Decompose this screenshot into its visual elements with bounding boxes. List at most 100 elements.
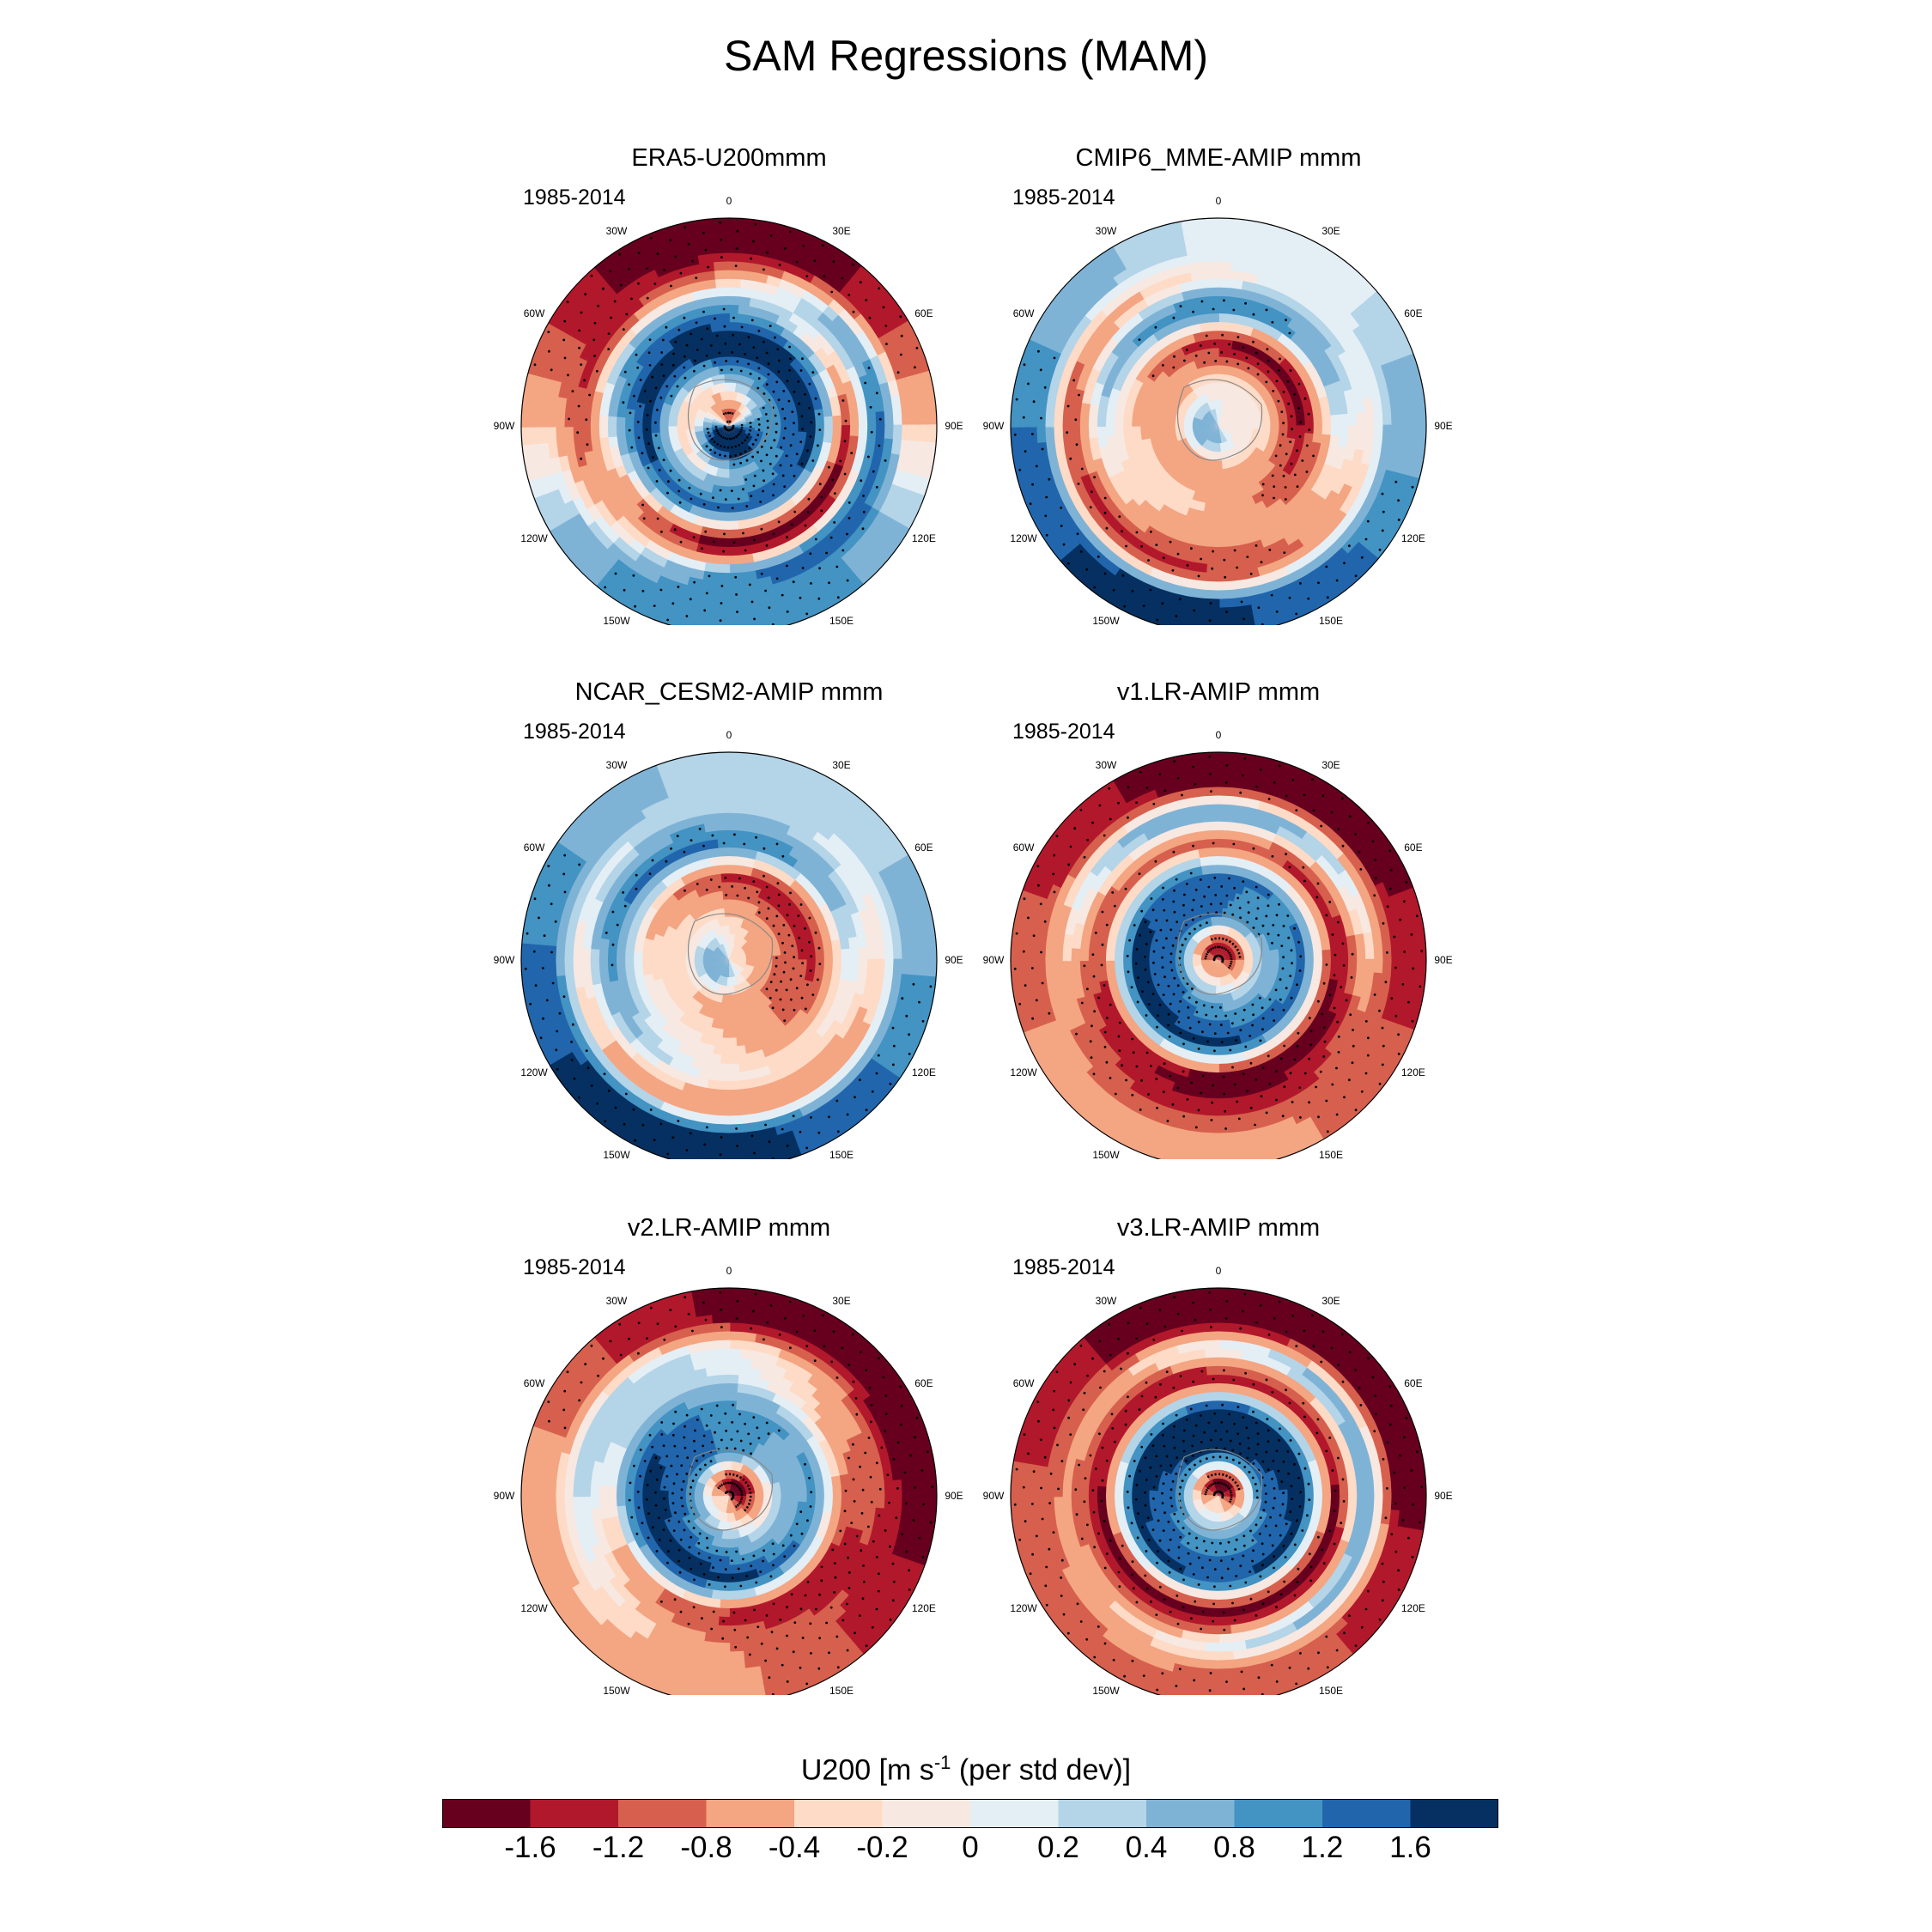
- field-cell: [1181, 550, 1197, 563]
- field-cell: [1192, 378, 1201, 389]
- field-cell: [722, 968, 727, 978]
- field-cell: [703, 964, 714, 969]
- field-cell: [729, 960, 732, 969]
- field-cell: [705, 295, 720, 307]
- field-cell: [1381, 361, 1395, 383]
- stipple-dot: [585, 418, 588, 422]
- field-cell: [1229, 405, 1237, 414]
- field-cell: [689, 404, 700, 412]
- field-cell: [714, 572, 731, 583]
- field-cell: [750, 438, 760, 447]
- field-cell: [695, 432, 705, 439]
- field-cell: [724, 469, 730, 479]
- stipple-dot: [808, 406, 811, 410]
- stipple-dot: [689, 598, 692, 601]
- field-cell: [716, 984, 723, 994]
- field-cell: [750, 984, 761, 994]
- field-cell: [1224, 432, 1231, 440]
- field-cell: [732, 399, 737, 410]
- field-cell: [1218, 423, 1228, 426]
- field-cell: [1206, 432, 1214, 441]
- field-cell: [1197, 474, 1206, 485]
- stipple-dot: [764, 413, 768, 416]
- field-cell: [707, 304, 720, 316]
- field-cell: [1236, 306, 1251, 318]
- field-cell: [1200, 448, 1208, 459]
- field-cell: [1044, 424, 1055, 443]
- field-cell: [708, 407, 717, 416]
- field-cell: [1239, 405, 1249, 414]
- field-cell: [538, 424, 549, 444]
- stipple-dot: [762, 392, 766, 395]
- field-cell: [752, 410, 762, 417]
- field-cell: [854, 362, 869, 380]
- field-cell: [1356, 463, 1370, 481]
- field-cell: [1207, 365, 1215, 375]
- field-cell: [1184, 413, 1194, 420]
- field-cell: [1248, 375, 1259, 386]
- field-cell: [737, 313, 750, 324]
- field-cell: [1200, 419, 1211, 424]
- stipple-dot: [665, 385, 669, 388]
- field-cell: [1405, 353, 1420, 376]
- field-cell: [1235, 387, 1244, 398]
- stipple-dot: [720, 368, 723, 372]
- field-cell: [742, 969, 751, 977]
- field-cell: [878, 351, 893, 371]
- field-cell: [1242, 447, 1253, 458]
- field-cell: [1294, 582, 1315, 600]
- field-cell: [706, 465, 715, 476]
- field-cell: [628, 590, 650, 608]
- stipple-dot: [767, 373, 770, 376]
- field-cell: [1189, 403, 1199, 411]
- field-cell: [1248, 404, 1259, 412]
- field-cell: [753, 993, 763, 1004]
- field-cell: [742, 409, 751, 416]
- field-cell: [1220, 408, 1225, 418]
- stipple-dot: [1305, 471, 1309, 473]
- field-cell: [661, 897, 675, 911]
- field-cell: [749, 894, 759, 906]
- stipple-dot: [737, 497, 740, 501]
- stipple-dot: [777, 370, 781, 374]
- field-cell: [549, 343, 565, 365]
- stipple-dot: [1282, 474, 1285, 477]
- stipple-dot: [1289, 440, 1292, 443]
- field-cell: [1182, 227, 1204, 239]
- stipple-dot: [900, 334, 903, 337]
- field-cell: [727, 951, 730, 960]
- stipple-dot: [753, 474, 756, 477]
- field-cell: [711, 957, 721, 960]
- field-cell: [1218, 420, 1227, 426]
- field-cell: [878, 481, 893, 501]
- field-cell: [1126, 259, 1147, 277]
- stipple-dot: [1069, 457, 1072, 460]
- field-cell: [1382, 325, 1400, 347]
- field-cell: [1243, 430, 1254, 435]
- field-cell: [752, 945, 762, 951]
- field-cell: [557, 538, 578, 562]
- stipple-dot: [1289, 369, 1292, 372]
- stipple-dot: [1220, 351, 1224, 354]
- field-cell: [858, 412, 868, 428]
- field-cell: [749, 403, 758, 411]
- field-cell: [1273, 446, 1285, 456]
- field-cell: [729, 960, 733, 969]
- stipple-dot: [760, 446, 763, 448]
- field-cell: [1229, 393, 1236, 404]
- field-cell: [1225, 440, 1232, 451]
- field-cell: [737, 418, 746, 423]
- field-cell: [753, 928, 763, 939]
- field-cell: [739, 562, 756, 574]
- field-cell: [703, 431, 714, 438]
- stipple-dot: [1266, 348, 1269, 351]
- field-cell: [735, 413, 744, 421]
- field-cell: [1223, 485, 1231, 496]
- stipple-dot: [787, 933, 791, 937]
- field-cell: [711, 959, 720, 962]
- stipple-dot: [1123, 605, 1126, 608]
- field-cell: [729, 960, 731, 969]
- field-cell: [690, 934, 702, 944]
- stipple-dot: [1173, 355, 1176, 358]
- field-cell: [714, 947, 723, 955]
